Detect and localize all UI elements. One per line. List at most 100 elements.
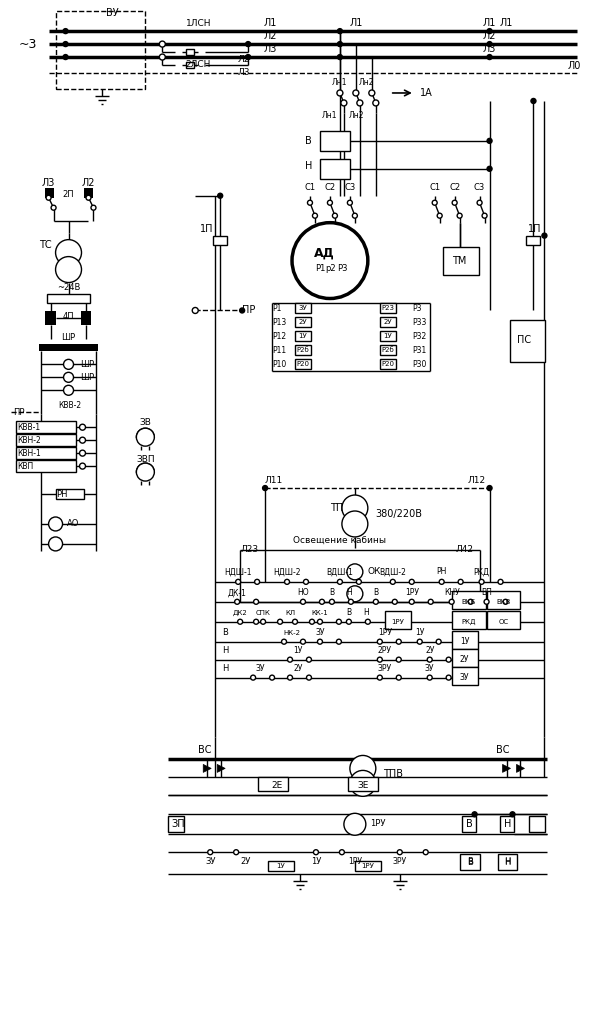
Circle shape: [487, 138, 492, 143]
Text: ЗВП: ЗВП: [136, 455, 155, 464]
Text: Л1: Л1: [499, 18, 513, 28]
Text: Освещение кабины: Освещение кабины: [294, 536, 386, 545]
Circle shape: [452, 201, 457, 205]
Text: В: В: [373, 589, 379, 597]
Circle shape: [301, 599, 306, 604]
Circle shape: [63, 385, 74, 395]
Text: Р12: Р12: [272, 332, 286, 341]
Text: ПС: ПС: [517, 336, 532, 345]
Text: Р3: Р3: [413, 304, 422, 313]
Circle shape: [307, 201, 313, 205]
Text: 1У: 1У: [415, 628, 425, 637]
Text: Лн1: Лн1: [322, 112, 338, 121]
Text: 4П: 4П: [63, 312, 74, 321]
Bar: [498, 854, 517, 870]
Circle shape: [423, 850, 428, 855]
Text: 1У: 1У: [293, 646, 303, 655]
Text: Л42: Л42: [456, 546, 474, 554]
Circle shape: [63, 29, 68, 34]
Text: Р33: Р33: [413, 317, 427, 327]
Circle shape: [304, 580, 309, 585]
Text: ЗУ: ЗУ: [255, 665, 265, 673]
Circle shape: [254, 599, 258, 604]
Circle shape: [328, 201, 332, 205]
Bar: [295, 359, 311, 370]
Text: р2: р2: [326, 264, 336, 273]
Bar: [213, 236, 227, 245]
Circle shape: [350, 770, 376, 797]
Text: 1РУ: 1РУ: [378, 628, 392, 637]
Circle shape: [236, 580, 240, 585]
Circle shape: [136, 463, 154, 481]
Circle shape: [487, 166, 492, 171]
Text: 1РУ: 1РУ: [391, 618, 404, 625]
Bar: [295, 332, 311, 341]
Text: С2: С2: [324, 183, 335, 193]
Circle shape: [310, 620, 315, 625]
Text: АО: АО: [66, 519, 79, 528]
Bar: [460, 854, 480, 870]
Circle shape: [277, 620, 282, 625]
Text: ВДШ-2: ВДШ-2: [379, 567, 406, 577]
Bar: [45, 311, 56, 326]
Bar: [526, 236, 541, 245]
Bar: [451, 591, 486, 609]
Circle shape: [390, 580, 395, 585]
Circle shape: [192, 307, 198, 313]
Text: Р2б: Р2б: [382, 347, 394, 353]
Text: ШР: ШР: [81, 373, 94, 382]
Text: КНУ: КНУ: [444, 589, 459, 597]
Circle shape: [484, 599, 489, 604]
Circle shape: [531, 98, 536, 103]
Text: Н: Н: [346, 589, 352, 597]
Text: Л0: Л0: [568, 61, 581, 71]
Text: 1РУ: 1РУ: [370, 819, 385, 827]
Circle shape: [91, 205, 96, 210]
Text: В: В: [346, 608, 352, 617]
Text: Л3: Л3: [237, 68, 249, 77]
Circle shape: [80, 437, 86, 443]
Text: Р20: Р20: [382, 361, 394, 368]
Circle shape: [292, 222, 368, 299]
Text: ДК2: ДК2: [233, 609, 248, 615]
Bar: [380, 317, 396, 328]
Text: Р1: Р1: [272, 304, 282, 313]
Text: Р30: Р30: [413, 359, 427, 369]
Circle shape: [365, 620, 370, 625]
Circle shape: [337, 42, 343, 46]
Text: ЗРУ: ЗРУ: [378, 665, 392, 673]
Bar: [509, 321, 545, 362]
Text: Р2б: Р2б: [297, 347, 309, 353]
Bar: [56, 11, 145, 89]
Circle shape: [301, 639, 306, 644]
Bar: [16, 447, 75, 459]
Text: ШР: ШР: [81, 359, 94, 369]
Text: Н: Н: [222, 665, 228, 673]
Text: Л3: Л3: [42, 178, 55, 187]
Text: В: В: [466, 819, 473, 829]
Text: КВП: КВП: [18, 462, 34, 471]
Text: ПР: ПР: [242, 305, 255, 315]
Text: ЗУ: ЗУ: [460, 673, 469, 682]
Text: Лн1: Лн1: [332, 79, 347, 87]
Circle shape: [503, 599, 508, 604]
Circle shape: [487, 485, 492, 490]
Circle shape: [337, 29, 343, 34]
Text: Л2: Л2: [483, 31, 496, 41]
Bar: [451, 667, 478, 685]
Text: Лн2: Лн2: [349, 112, 365, 121]
Text: Л3: Л3: [483, 44, 496, 54]
Circle shape: [337, 580, 343, 585]
Text: Н: Н: [504, 819, 511, 829]
Circle shape: [373, 100, 379, 105]
Text: НДШ-1: НДШ-1: [224, 567, 252, 577]
Text: ПР: ПР: [13, 408, 24, 417]
Circle shape: [477, 201, 482, 205]
Circle shape: [428, 599, 433, 604]
Text: КВВ-2: КВВ-2: [59, 400, 82, 410]
Circle shape: [468, 599, 473, 604]
Text: Р20: Р20: [297, 361, 310, 368]
Circle shape: [457, 213, 462, 218]
Polygon shape: [502, 764, 511, 772]
Bar: [295, 317, 311, 328]
